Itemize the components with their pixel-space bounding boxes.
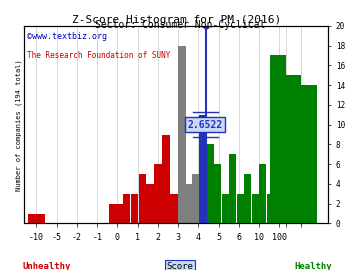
- Text: Healthy: Healthy: [294, 262, 332, 270]
- Text: Sector: Consumer Non-Cyclical: Sector: Consumer Non-Cyclical: [95, 20, 265, 30]
- Bar: [207, 144, 214, 224]
- Bar: [199, 115, 206, 224]
- Bar: [270, 55, 285, 224]
- Bar: [221, 194, 229, 224]
- Bar: [285, 75, 301, 224]
- Bar: [123, 194, 130, 224]
- Title: Z-Score Histogram for PM (2016): Z-Score Histogram for PM (2016): [72, 15, 281, 25]
- Bar: [301, 85, 317, 224]
- Y-axis label: Number of companies (194 total): Number of companies (194 total): [15, 59, 22, 191]
- Bar: [266, 194, 274, 224]
- Bar: [109, 204, 126, 224]
- Text: Score: Score: [167, 262, 193, 270]
- Bar: [229, 154, 237, 224]
- Bar: [170, 194, 178, 224]
- Bar: [259, 164, 266, 224]
- Bar: [28, 214, 45, 224]
- Text: 2.6522: 2.6522: [188, 120, 223, 130]
- Bar: [237, 194, 244, 224]
- Bar: [214, 164, 221, 224]
- Bar: [186, 184, 194, 224]
- Bar: [244, 174, 251, 224]
- Bar: [147, 184, 154, 224]
- Bar: [192, 174, 199, 224]
- Text: Unhealthy: Unhealthy: [23, 262, 71, 270]
- Bar: [131, 194, 138, 224]
- Bar: [154, 164, 162, 224]
- Text: The Research Foundation of SUNY: The Research Foundation of SUNY: [27, 52, 171, 60]
- Bar: [139, 174, 146, 224]
- Bar: [178, 46, 186, 224]
- Bar: [162, 134, 170, 224]
- Text: ©www.textbiz.org: ©www.textbiz.org: [27, 32, 107, 41]
- Bar: [252, 194, 259, 224]
